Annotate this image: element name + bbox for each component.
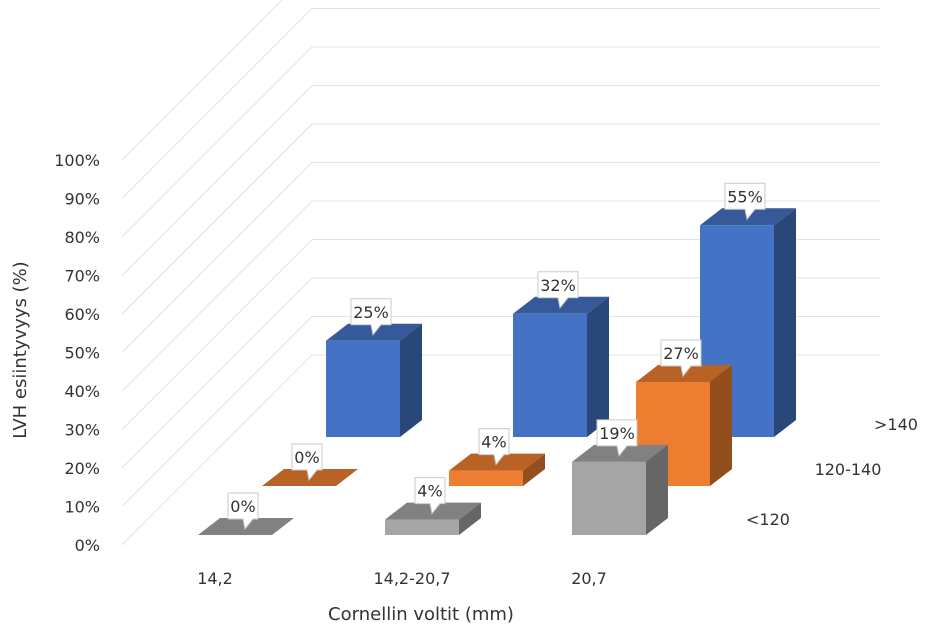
bar xyxy=(572,444,668,535)
y-tick-label: 50% xyxy=(64,344,100,363)
data-label: 19% xyxy=(596,419,638,458)
data-label-text: 4% xyxy=(417,482,442,501)
data-label: 0% xyxy=(291,443,323,482)
data-label-text: 32% xyxy=(540,276,576,295)
y-axis-title: LVH esiintyvyys (%) xyxy=(10,261,31,438)
data-label: 4% xyxy=(478,428,510,466)
data-label-text: 4% xyxy=(481,433,506,452)
bar xyxy=(385,502,481,535)
grid-line xyxy=(121,0,283,161)
data-label-text: 55% xyxy=(727,187,763,206)
bar-side xyxy=(400,323,422,437)
y-tick-label: 30% xyxy=(64,421,100,440)
data-label-box xyxy=(478,428,510,466)
data-label: 4% xyxy=(414,477,446,515)
bar-side xyxy=(646,444,668,535)
data-label-box xyxy=(537,271,579,309)
data-label-text: 19% xyxy=(599,424,635,443)
data-label-box xyxy=(724,182,766,221)
x-tick-label: 14,2-20,7 xyxy=(373,569,450,588)
grid-line xyxy=(121,46,880,238)
series-label: <120 xyxy=(746,510,790,529)
y-tick-label: 10% xyxy=(64,498,100,517)
grid-line xyxy=(121,123,880,315)
y-tick-label: 90% xyxy=(64,190,100,209)
y-tick-label: 0% xyxy=(75,536,100,555)
bar-front xyxy=(572,461,646,535)
bar xyxy=(513,296,609,437)
data-label-text: 0% xyxy=(230,497,255,516)
bar-front xyxy=(326,340,400,437)
bar-side xyxy=(459,502,481,535)
grid-line xyxy=(121,239,880,430)
grid-line xyxy=(121,85,880,276)
series-label: 120-140 xyxy=(815,460,882,479)
grid-line xyxy=(121,162,880,353)
y-axis-ticks: 0% 10% 20% 30% 40% 50% 60% 70% 80% 90% 100% xyxy=(54,151,100,555)
data-label-box xyxy=(660,339,702,378)
data-label-text: 27% xyxy=(663,344,699,363)
bar-side xyxy=(774,208,796,437)
bar-side xyxy=(587,296,609,437)
data-label: 32% xyxy=(537,271,579,309)
bar-front xyxy=(449,470,523,486)
grid-line xyxy=(121,277,880,469)
depth-series-labels: <120 120-140 >140 xyxy=(746,415,918,529)
data-label-box xyxy=(596,419,638,458)
data-label-text: 0% xyxy=(294,448,319,467)
bar-side xyxy=(710,365,732,486)
data-label: 55% xyxy=(724,182,766,221)
y-tick-label: 60% xyxy=(64,305,100,324)
x-axis-title: Cornellin voltit (mm) xyxy=(328,604,514,625)
bar-front xyxy=(385,519,459,535)
y-tick-label: 70% xyxy=(64,267,100,286)
x-tick-label: 20,7 xyxy=(571,569,607,588)
y-tick-label: 20% xyxy=(64,459,100,478)
y-tick-label: 80% xyxy=(64,228,100,247)
y-tick-label: 100% xyxy=(54,151,100,170)
data-label: 0% xyxy=(227,492,259,531)
data-label: 25% xyxy=(350,298,392,336)
bar-front xyxy=(513,313,587,437)
bar xyxy=(326,323,422,437)
x-axis-ticks: 14,2 14,2-20,7 20,7 xyxy=(197,569,607,588)
series-label: >140 xyxy=(874,415,918,434)
grid-lines xyxy=(121,0,880,546)
data-label: 27% xyxy=(660,339,702,378)
bar-side xyxy=(523,453,545,486)
x-tick-label: 14,2 xyxy=(197,569,233,588)
data-labels: 25% 32% 55% 0% 4% 27% 0% 4% 19% xyxy=(227,182,766,531)
data-label-box xyxy=(414,477,446,515)
data-label-box xyxy=(227,492,259,531)
grid-line xyxy=(121,316,880,507)
grid-line xyxy=(121,8,880,199)
data-label-box xyxy=(350,298,392,336)
bars xyxy=(198,208,796,535)
y-tick-label: 40% xyxy=(64,382,100,401)
data-label-text: 25% xyxy=(353,303,389,322)
grid-line xyxy=(121,200,880,392)
data-label-box xyxy=(291,443,323,482)
